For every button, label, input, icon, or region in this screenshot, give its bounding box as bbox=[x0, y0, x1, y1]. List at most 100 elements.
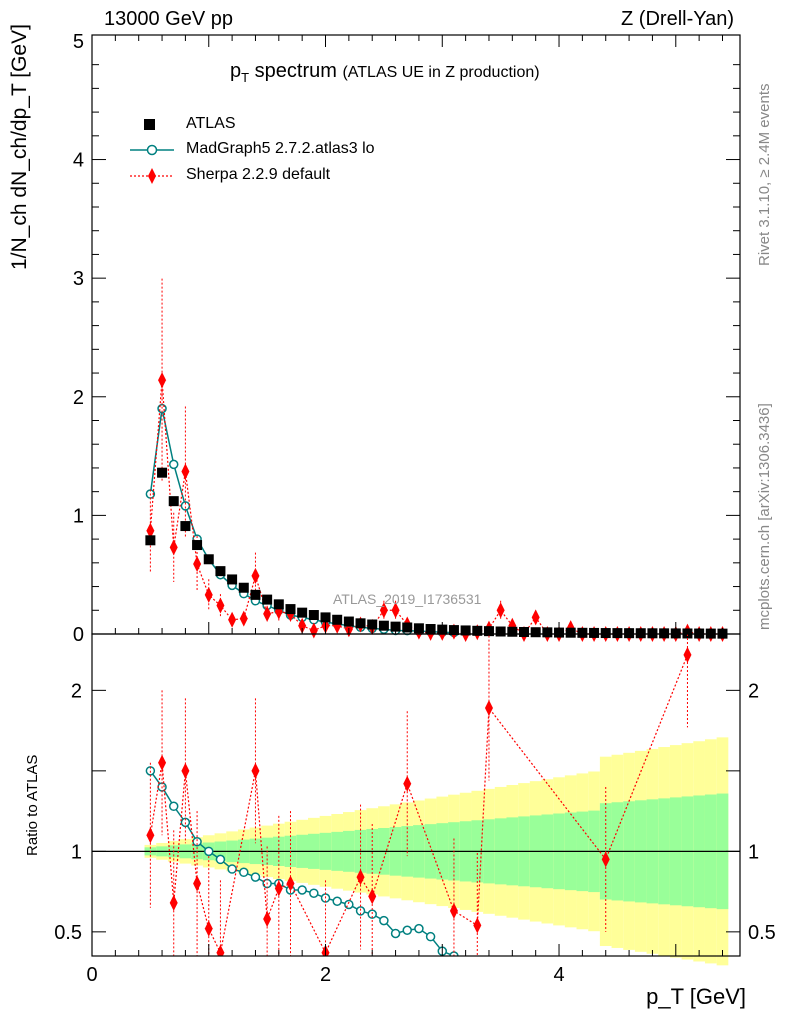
legend-sherpa-label: Sherpa 2.2.9 default bbox=[186, 166, 331, 183]
rivet-label: Rivet 3.1.10, ≥ 2.4M events bbox=[756, 83, 773, 267]
sherpa-ratio-point bbox=[181, 762, 190, 779]
sherpa-ratio-point bbox=[368, 888, 377, 905]
atlas-point bbox=[425, 624, 436, 635]
atlas-point bbox=[297, 607, 308, 618]
title-sub: T bbox=[241, 70, 250, 85]
atlas-point bbox=[192, 540, 203, 551]
ratio-panel-frame bbox=[91, 633, 741, 957]
sherpa-ratio-point bbox=[204, 920, 213, 937]
atlas-point bbox=[320, 612, 331, 623]
madgraph-ratio-point bbox=[204, 846, 214, 857]
atlas-point bbox=[238, 582, 249, 593]
sherpa-ratio-point bbox=[263, 910, 272, 927]
y-tick-label-ratio-right: 1 bbox=[748, 841, 759, 863]
x-tick-label: 4 bbox=[553, 964, 564, 986]
sherpa-ratio-point bbox=[403, 775, 412, 792]
sherpa-point bbox=[146, 522, 155, 539]
madgraph-ratio-point bbox=[297, 885, 307, 895]
sherpa-point bbox=[216, 597, 225, 614]
legend-atlas-marker bbox=[144, 119, 155, 130]
sherpa-ratio-point bbox=[473, 917, 482, 934]
y-tick-label-ratio-right: 0.5 bbox=[748, 922, 776, 944]
madgraph-ratio-point bbox=[250, 872, 261, 882]
atlas-point bbox=[612, 628, 623, 639]
madgraph-ratio-point bbox=[239, 867, 249, 878]
atlas-point bbox=[145, 535, 156, 546]
atlas-point bbox=[565, 627, 576, 638]
madgraph-ratio-point bbox=[355, 906, 366, 916]
atlas-point bbox=[659, 628, 670, 639]
sherpa-point bbox=[251, 567, 260, 584]
sherpa-point bbox=[158, 372, 167, 389]
madgraph-ratio-point bbox=[309, 888, 319, 898]
madgraph-ratio-point bbox=[227, 864, 237, 874]
sherpa-ratio-point bbox=[193, 875, 202, 892]
sherpa-point bbox=[309, 622, 318, 639]
sherpa-point bbox=[228, 611, 237, 628]
y-tick-label-ratio: 2 bbox=[71, 680, 82, 702]
atlas-point bbox=[355, 618, 366, 629]
sherpa-ratio-point bbox=[484, 700, 493, 717]
madgraph-ratio-point bbox=[379, 915, 389, 926]
sherpa-point bbox=[169, 539, 178, 556]
sherpa-ratio-point bbox=[169, 894, 178, 911]
legend-sherpa-marker bbox=[130, 168, 174, 184]
madgraph-point bbox=[168, 459, 179, 470]
atlas-point bbox=[542, 627, 553, 638]
y-tick-label-main: 5 bbox=[73, 31, 84, 53]
madgraph-ratio-point bbox=[402, 925, 412, 935]
y-tick-label-main: 1 bbox=[73, 505, 84, 527]
atlas-point bbox=[227, 574, 238, 585]
madgraph-ratio-point bbox=[425, 931, 436, 942]
sherpa-ratio-point bbox=[683, 646, 692, 663]
sherpa-ratio-point bbox=[286, 875, 295, 892]
y-axis-label-main: 1/N_ch dN_ch/dp_T [GeV] bbox=[8, 24, 31, 270]
atlas-point bbox=[448, 625, 459, 636]
mcplots-label: mcplots.cern.ch [arXiv:1306.3436] bbox=[756, 403, 773, 630]
atlas-point bbox=[180, 521, 191, 532]
atlas-point bbox=[215, 566, 226, 577]
atlas-point bbox=[157, 467, 168, 478]
atlas-point bbox=[519, 626, 529, 637]
sherpa-ratio-point bbox=[146, 827, 155, 844]
madgraph-ratio-point bbox=[344, 899, 354, 910]
legend-madgraph-label: MadGraph5 2.7.2.atlas3 lo bbox=[186, 140, 375, 157]
frames: 0 2 4 0 1 2 3 4 5 0.5 0.5 1 1 2 2 bbox=[54, 31, 776, 986]
y-tick-label-main: 4 bbox=[73, 150, 84, 172]
madgraph-ratio-point bbox=[332, 896, 342, 907]
title-note: (ATLAS UE in Z production) bbox=[342, 64, 540, 81]
legend-madgraph-marker bbox=[130, 144, 174, 156]
atlas-point bbox=[273, 599, 284, 610]
sherpa-ratio-point bbox=[216, 944, 225, 956]
atlas-point bbox=[635, 628, 646, 639]
sherpa-point bbox=[181, 463, 190, 480]
analysis-watermark: ATLAS_2019_I1736531 bbox=[333, 591, 482, 607]
atlas-point bbox=[262, 594, 273, 605]
sherpa-ratio-point bbox=[274, 880, 283, 897]
x-tick-label: 0 bbox=[86, 964, 97, 986]
atlas-point bbox=[285, 604, 296, 615]
sherpa-point bbox=[496, 602, 505, 619]
y-axis-label-ratio: Ratio to ATLAS bbox=[24, 754, 41, 856]
madgraph-ratio-point bbox=[180, 817, 191, 828]
madgraph-point bbox=[180, 501, 191, 511]
sherpa-ratio-point bbox=[251, 762, 260, 779]
sherpa-point bbox=[204, 586, 213, 603]
sherpa-point bbox=[379, 602, 388, 619]
atlas-point bbox=[250, 589, 261, 600]
sherpa-point bbox=[193, 556, 202, 573]
madgraph-ratio-point bbox=[168, 801, 179, 812]
atlas-point bbox=[378, 620, 389, 631]
y-tick-label-ratio-right: 2 bbox=[748, 680, 759, 702]
sherpa-point bbox=[239, 610, 248, 627]
sherpa-ratio-point bbox=[449, 902, 458, 919]
atlas-point bbox=[168, 496, 179, 507]
atlas-point bbox=[402, 622, 413, 633]
madgraph-ratio-point bbox=[215, 854, 226, 865]
madgraph-ratio-point bbox=[367, 909, 377, 919]
title-p: p bbox=[230, 60, 242, 82]
y-tick-label-main: 2 bbox=[73, 387, 84, 409]
y-tick-label-main: 3 bbox=[73, 268, 84, 290]
madgraph-ratio-point bbox=[390, 928, 401, 939]
sherpa-point bbox=[531, 609, 540, 626]
